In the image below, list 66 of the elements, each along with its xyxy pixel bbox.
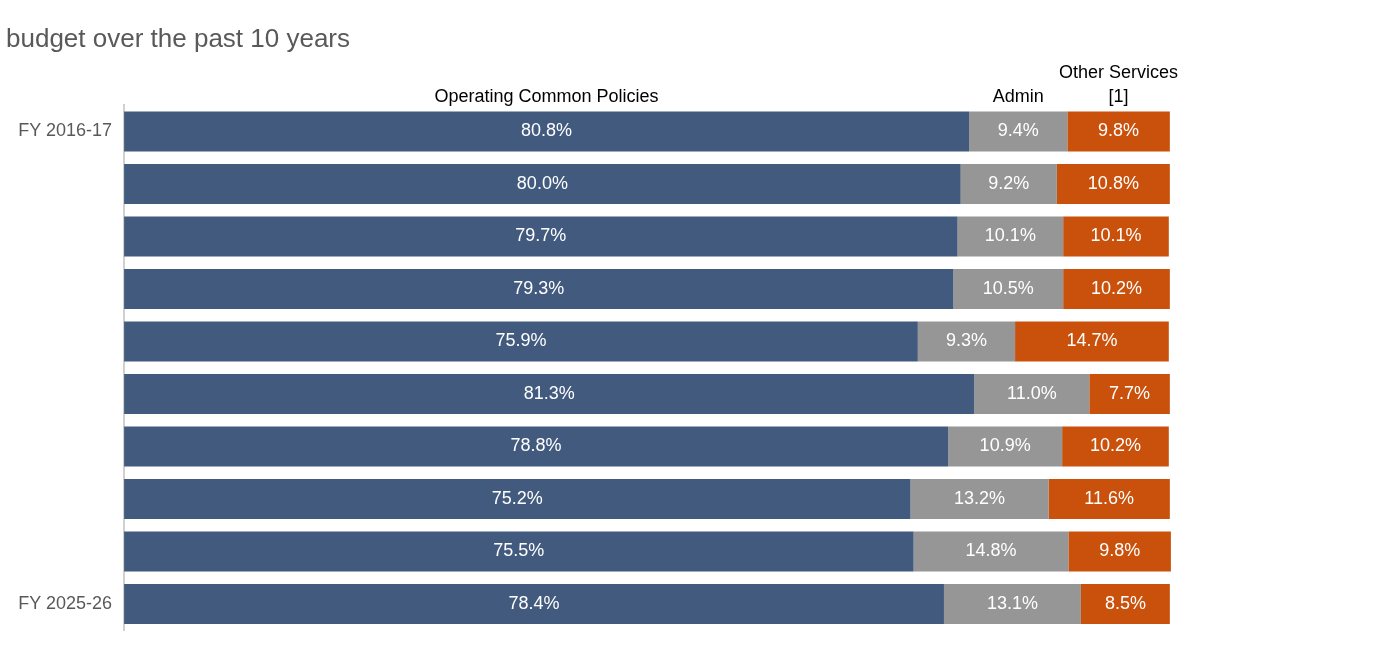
bar — [913, 531, 1069, 572]
series-label: Other Services [1] — [1059, 62, 1179, 107]
data-label: 9.2% — [988, 172, 1030, 193]
data-label: 75.5% — [493, 540, 545, 561]
series-label: Admin — [992, 86, 1044, 107]
bar — [1068, 531, 1171, 572]
bar — [124, 531, 914, 572]
chart-title: budget over the past 10 years — [6, 22, 351, 53]
bar — [943, 584, 1081, 624]
data-label: 80.8% — [521, 120, 573, 141]
data-label: 13.1% — [986, 592, 1038, 613]
data-label: 75.2% — [491, 487, 543, 508]
bar — [953, 269, 1064, 309]
bar — [124, 111, 970, 152]
bar — [960, 164, 1057, 204]
bar — [124, 426, 949, 467]
bar — [917, 321, 1016, 362]
series-label: Operating Common Policies — [434, 86, 659, 107]
bar — [124, 164, 961, 204]
data-label: 7.7% — [1109, 382, 1151, 403]
bar — [1048, 479, 1170, 519]
y-tick-label: FY 2016-17 — [18, 120, 113, 141]
data-label: 75.9% — [495, 330, 547, 351]
data-label: 78.8% — [510, 435, 562, 456]
bar — [124, 216, 958, 257]
bar — [1089, 374, 1170, 414]
bar — [969, 111, 1068, 152]
bar — [124, 584, 944, 624]
data-label: 9.3% — [945, 330, 987, 351]
bar — [124, 374, 975, 414]
bar — [957, 216, 1064, 257]
data-label: 10.5% — [982, 277, 1034, 298]
data-label: 10.2% — [1089, 435, 1141, 456]
data-label: 10.1% — [984, 225, 1036, 246]
bar — [1067, 111, 1170, 152]
bar — [1063, 216, 1169, 257]
data-label: 81.3% — [523, 382, 575, 403]
bar — [1056, 164, 1170, 204]
bar — [124, 479, 911, 519]
bar — [910, 479, 1049, 519]
bar — [974, 374, 1090, 414]
data-label: 9.4% — [997, 120, 1039, 141]
data-label: 14.7% — [1066, 330, 1118, 351]
data-label: 11.0% — [1006, 382, 1057, 403]
bar — [124, 269, 954, 309]
data-label: 11.6% — [1084, 487, 1135, 508]
data-label: 10.2% — [1090, 277, 1143, 298]
data-label: 10.8% — [1087, 172, 1139, 193]
data-label: 9.8% — [1098, 120, 1140, 141]
data-label: 79.3% — [513, 277, 565, 298]
bar — [948, 426, 1063, 467]
data-label: 78.4% — [508, 592, 560, 613]
bar — [1063, 269, 1170, 309]
data-label: 14.8% — [965, 540, 1017, 561]
data-label: 10.1% — [1090, 225, 1142, 246]
data-label: 79.7% — [515, 225, 567, 246]
bar — [124, 321, 918, 362]
bar — [1080, 584, 1170, 624]
bar — [1062, 426, 1169, 467]
data-label: 13.2% — [953, 487, 1006, 508]
data-label: 8.5% — [1104, 592, 1146, 613]
y-tick-label: FY 2025-26 — [18, 592, 113, 613]
bar — [1015, 321, 1169, 362]
data-label: 10.9% — [979, 435, 1031, 456]
data-label: 9.8% — [1099, 540, 1141, 561]
data-label: 80.0% — [516, 172, 568, 193]
